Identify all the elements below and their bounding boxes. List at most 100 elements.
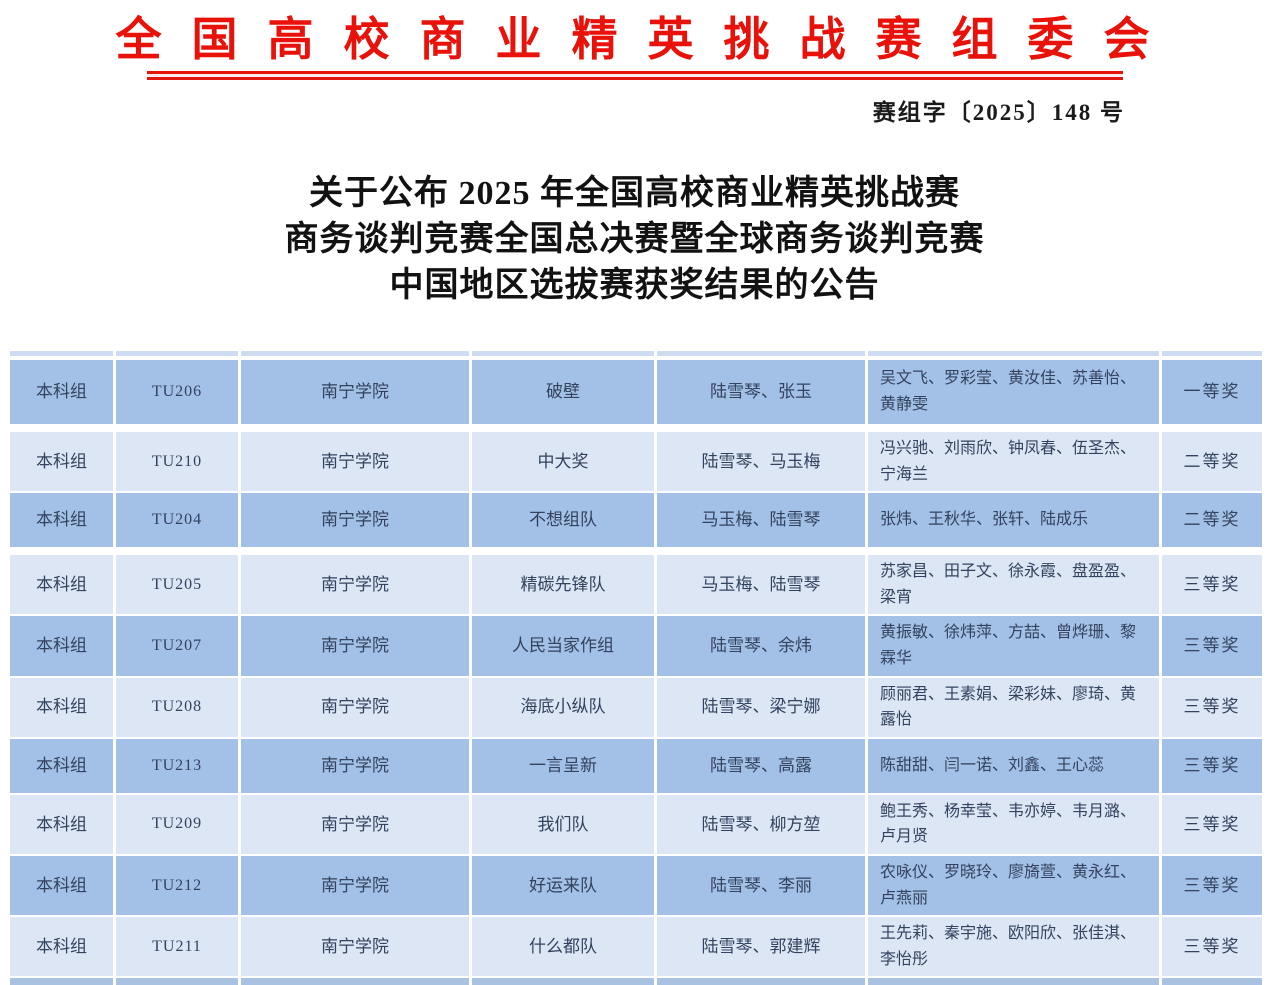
- table-sliver-cell: [472, 978, 654, 985]
- cell-team-name: 精碳先锋队: [472, 555, 654, 615]
- cell-teachers: 陆雪琴、梁宁娜: [657, 677, 865, 737]
- cell-school: 南宁学院: [241, 432, 469, 492]
- cell-award: 二等奖: [1162, 432, 1262, 492]
- announcement-title: 关于公布 2025 年全国高校商业精英挑战赛 商务谈判竞赛全国总决赛暨全球商务谈…: [0, 171, 1269, 309]
- cell-members: 张炜、王秋华、张轩、陆成乐: [868, 493, 1159, 548]
- cell-team-name: 好运来队: [472, 855, 654, 916]
- table-row: 本科组 TU205 南宁学院 精碳先锋队 马玉梅、陆雪琴 苏家昌、田子文、徐永霞…: [10, 555, 1262, 615]
- cell-award: 三等奖: [1162, 794, 1262, 854]
- table-row: 本科组 TU211 南宁学院 什么都队 陆雪琴、郭建辉 王先莉、秦宇施、欧阳欣、…: [10, 917, 1262, 977]
- cell-award: 一等奖: [1162, 360, 1262, 424]
- red-divider: [146, 71, 1123, 80]
- cell-award: 三等奖: [1162, 917, 1262, 977]
- cell-team-code: TU206: [116, 360, 238, 424]
- cell-group: 本科组: [10, 555, 113, 615]
- doc-number: 赛组字〔2025〕148 号: [872, 100, 1125, 125]
- cell-team-name: 人民当家作组: [472, 616, 654, 676]
- cell-school: 南宁学院: [241, 917, 469, 977]
- cell-award: 三等奖: [1162, 677, 1262, 737]
- table-sliver-cell: [868, 978, 1159, 985]
- cell-members: 鲍王秀、杨幸莹、韦亦婷、韦月潞、卢月贤: [868, 794, 1159, 854]
- cell-school: 南宁学院: [241, 677, 469, 737]
- cell-award: 三等奖: [1162, 616, 1262, 676]
- cell-teachers: 陆雪琴、郭建辉: [657, 917, 865, 977]
- cell-group: 本科组: [10, 738, 113, 793]
- cell-group: 本科组: [10, 855, 113, 916]
- cell-school: 南宁学院: [241, 738, 469, 793]
- table-sliver-cell: [657, 978, 865, 985]
- cell-school: 南宁学院: [241, 360, 469, 424]
- table-row: 本科组 TU206 南宁学院 破壁 陆雪琴、张玉 吴文飞、罗彩莹、黄汝佳、苏善怡…: [10, 360, 1262, 424]
- table-row: 本科组 TU207 南宁学院 人民当家作组 陆雪琴、余炜 黄振敏、徐炜萍、方喆、…: [10, 616, 1262, 676]
- table-sliver-cell: [241, 978, 469, 985]
- table-row: 本科组 TU209 南宁学院 我们队 陆雪琴、柳方堃 鲍王秀、杨幸莹、韦亦婷、韦…: [10, 794, 1262, 854]
- cell-team-code: TU213: [116, 738, 238, 793]
- table-row: 本科组 TU204 南宁学院 不想组队 马玉梅、陆雪琴 张炜、王秋华、张轩、陆成…: [10, 493, 1262, 548]
- cell-members: 农咏仪、罗晓玲、廖旖萱、黄永红、卢燕丽: [868, 855, 1159, 916]
- cell-members: 王先莉、秦宇施、欧阳欣、张佳淇、李怡彤: [868, 917, 1159, 977]
- table-rows: 本科组 TU206 南宁学院 破壁 陆雪琴、张玉 吴文飞、罗彩莹、黄汝佳、苏善怡…: [10, 360, 1262, 977]
- cell-members: 苏家昌、田子文、徐永霞、盘盈盈、梁宵: [868, 555, 1159, 615]
- cell-school: 南宁学院: [241, 794, 469, 854]
- cell-team-name: 海底小纵队: [472, 677, 654, 737]
- cell-teachers: 马玉梅、陆雪琴: [657, 493, 865, 548]
- cell-members: 陈甜甜、闫一诺、刘鑫、王心蕊: [868, 738, 1159, 793]
- announcement-title-line-2: 商务谈判竞赛全国总决赛暨全球商务谈判竞赛: [284, 221, 985, 258]
- table-sliver-cell: [657, 351, 865, 356]
- cell-members: 黄振敏、徐炜萍、方喆、曾烨珊、黎霖华: [868, 616, 1159, 676]
- cell-award: 三等奖: [1162, 738, 1262, 793]
- table-sliver-cell: [10, 978, 113, 985]
- cell-group: 本科组: [10, 917, 113, 977]
- table-top-sliver: [10, 351, 1262, 356]
- cell-team-code: TU212: [116, 855, 238, 916]
- cell-school: 南宁学院: [241, 616, 469, 676]
- cell-team-name: 不想组队: [472, 493, 654, 548]
- table-sliver-cell: [10, 351, 113, 356]
- table-sliver-cell: [1162, 351, 1262, 356]
- cell-team-code: TU209: [116, 794, 238, 854]
- table-sliver-cell: [116, 978, 238, 985]
- cell-school: 南宁学院: [241, 855, 469, 916]
- table-sliver-cell: [1162, 978, 1262, 985]
- cell-members: 顾丽君、王素娟、梁彩妹、廖琦、黄露怡: [868, 677, 1159, 737]
- cell-team-name: 破壁: [472, 360, 654, 424]
- table-sliver-cell: [472, 351, 654, 356]
- table-sliver-cell: [116, 351, 238, 356]
- cell-team-code: TU205: [116, 555, 238, 615]
- cell-teachers: 陆雪琴、张玉: [657, 360, 865, 424]
- cell-team-code: TU210: [116, 432, 238, 492]
- table-sliver-cell: [868, 351, 1159, 356]
- table-bottom-sliver: [10, 978, 1262, 985]
- cell-award: 三等奖: [1162, 555, 1262, 615]
- cell-school: 南宁学院: [241, 555, 469, 615]
- table-row: 本科组 TU212 南宁学院 好运来队 陆雪琴、李丽 农咏仪、罗晓玲、廖旖萱、黄…: [10, 855, 1262, 916]
- announcement-title-line-3: 中国地区选拔赛获奖结果的公告: [389, 267, 880, 304]
- cell-teachers: 陆雪琴、李丽: [657, 855, 865, 916]
- cell-team-code: TU208: [116, 677, 238, 737]
- cell-teachers: 陆雪琴、余炜: [657, 616, 865, 676]
- cell-school: 南宁学院: [241, 493, 469, 548]
- cell-team-name: 一言呈新: [472, 738, 654, 793]
- cell-teachers: 陆雪琴、柳方堃: [657, 794, 865, 854]
- document-page: 全国高校商业精英挑战赛组委会 赛组字〔2025〕148 号 关于公布 2025 …: [0, 14, 1269, 985]
- cell-team-name: 我们队: [472, 794, 654, 854]
- cell-award: 二等奖: [1162, 493, 1262, 548]
- cell-team-name: 什么都队: [472, 917, 654, 977]
- table-row: 本科组 TU208 南宁学院 海底小纵队 陆雪琴、梁宁娜 顾丽君、王素娟、梁彩妹…: [10, 677, 1262, 737]
- cell-group: 本科组: [10, 794, 113, 854]
- cell-members: 冯兴驰、刘雨欣、钟凤春、伍圣杰、宁海兰: [868, 432, 1159, 492]
- announcement-title-line-1: 关于公布 2025 年全国高校商业精英挑战赛: [309, 175, 960, 212]
- cell-group: 本科组: [10, 432, 113, 492]
- cell-team-code: TU211: [116, 917, 238, 977]
- cell-group: 本科组: [10, 616, 113, 676]
- cell-members: 吴文飞、罗彩莹、黄汝佳、苏善怡、黄静雯: [868, 360, 1159, 424]
- cell-group: 本科组: [10, 493, 113, 548]
- cell-team-code: TU204: [116, 493, 238, 548]
- table-sliver-cell: [241, 351, 469, 356]
- cell-award: 三等奖: [1162, 855, 1262, 916]
- cell-group: 本科组: [10, 677, 113, 737]
- cell-teachers: 陆雪琴、高露: [657, 738, 865, 793]
- table-row: 本科组 TU213 南宁学院 一言呈新 陆雪琴、高露 陈甜甜、闫一诺、刘鑫、王心…: [10, 738, 1262, 793]
- cell-teachers: 陆雪琴、马玉梅: [657, 432, 865, 492]
- cell-teachers: 马玉梅、陆雪琴: [657, 555, 865, 615]
